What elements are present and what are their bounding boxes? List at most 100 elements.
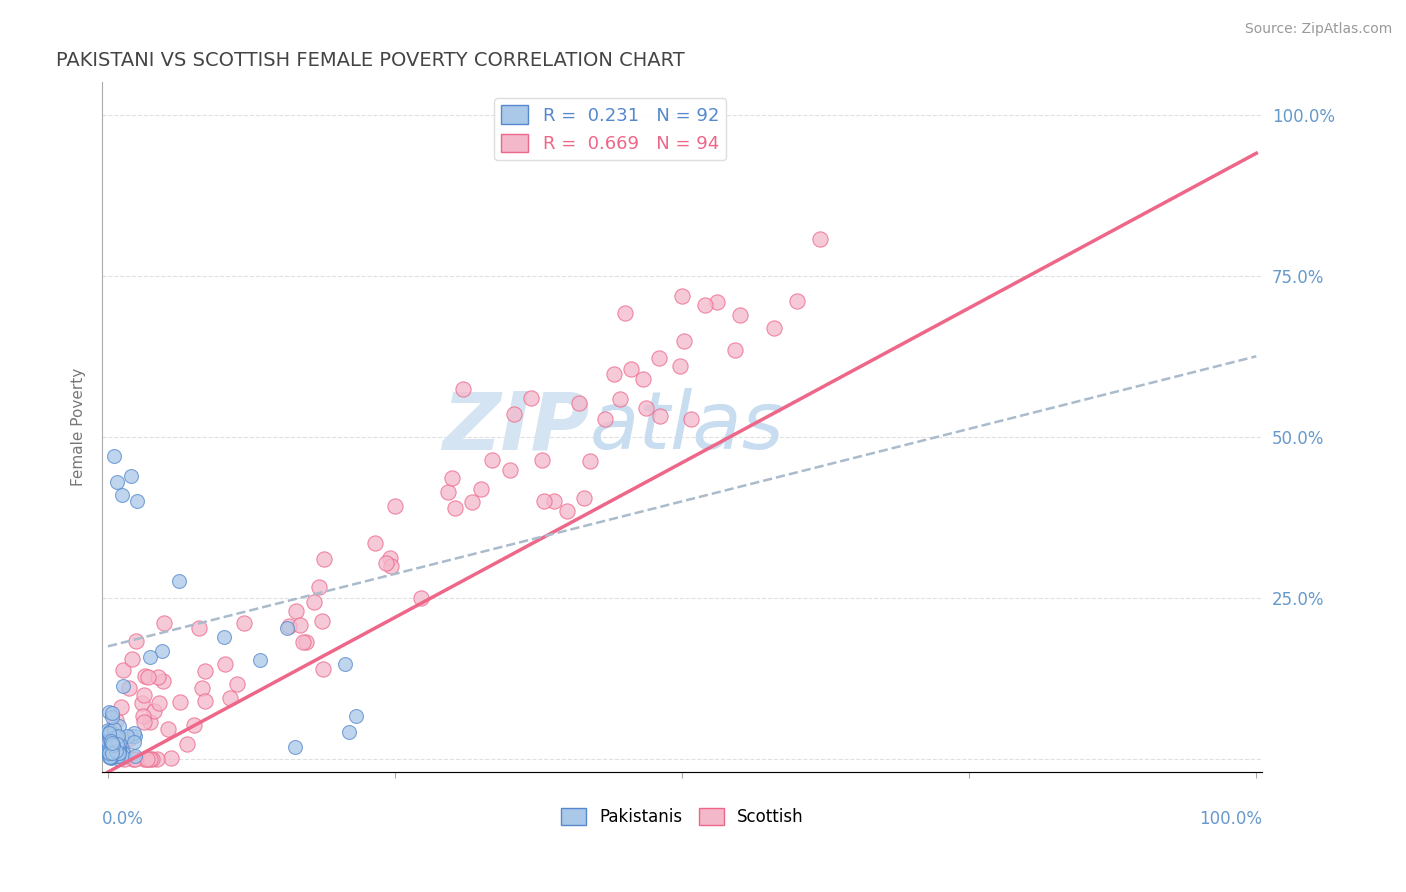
Point [633, 372, 655, 386]
Point [194, 694, 217, 708]
Point [436, 485, 458, 500]
Point [724, 343, 747, 357]
Point [502, 407, 524, 421]
Point [134, 752, 156, 766]
Point [681, 412, 703, 426]
Point [112, 752, 135, 766]
Point [100, 746, 122, 760]
Point [311, 614, 333, 628]
Point [136, 670, 159, 684]
Point [249, 653, 271, 667]
Point [97, 743, 120, 757]
Point [134, 714, 156, 729]
Point [121, 651, 143, 665]
Point [111, 664, 134, 678]
Point [124, 749, 146, 764]
Point [706, 295, 728, 310]
Point [97, 744, 120, 758]
Point [470, 482, 492, 496]
Point [98, 739, 121, 754]
Point [101, 731, 124, 745]
Point [150, 644, 173, 658]
Point [169, 694, 191, 708]
Text: 100.0%: 100.0% [1199, 810, 1263, 828]
Point [124, 729, 146, 743]
Point [136, 752, 159, 766]
Point [120, 729, 142, 743]
Point [98, 723, 121, 738]
Point [108, 747, 131, 761]
Point [153, 615, 176, 630]
Point [101, 739, 124, 753]
Point [728, 308, 751, 322]
Point [520, 391, 543, 405]
Point [461, 495, 484, 509]
Point [786, 293, 808, 308]
Point [188, 621, 211, 635]
Point [312, 662, 335, 676]
Point [98, 749, 121, 764]
Point [136, 752, 159, 766]
Point [124, 752, 146, 766]
Point [107, 729, 129, 743]
Point [146, 670, 169, 684]
Point [98, 706, 121, 720]
Point [441, 471, 464, 485]
Point [118, 681, 141, 696]
Point [124, 735, 146, 749]
Point [100, 749, 122, 764]
Point [138, 649, 160, 664]
Point [107, 742, 129, 756]
Point [443, 501, 465, 516]
Point [120, 468, 142, 483]
Point [98, 750, 121, 764]
Point [104, 740, 127, 755]
Point [108, 744, 131, 758]
Point [100, 747, 122, 761]
Point [110, 747, 132, 762]
Point [285, 604, 308, 618]
Point [107, 748, 129, 763]
Point [593, 411, 616, 425]
Point [98, 750, 121, 764]
Text: 0.0%: 0.0% [103, 810, 143, 828]
Point [284, 739, 307, 754]
Point [105, 744, 128, 758]
Point [613, 306, 636, 320]
Point [609, 392, 631, 407]
Text: ZIP: ZIP [441, 388, 589, 467]
Point [693, 298, 716, 312]
Point [124, 726, 146, 740]
Point [411, 591, 433, 606]
Point [112, 745, 135, 759]
Point [288, 618, 311, 632]
Point [108, 752, 131, 766]
Point [141, 752, 163, 766]
Text: atlas: atlas [589, 388, 785, 467]
Point [648, 351, 671, 366]
Point [167, 574, 190, 588]
Point [107, 745, 129, 759]
Point [98, 726, 121, 740]
Point [134, 689, 156, 703]
Point [105, 730, 128, 744]
Point [105, 737, 128, 751]
Point [100, 735, 122, 749]
Point [375, 556, 398, 570]
Point [312, 552, 335, 566]
Point [278, 619, 301, 633]
Point [100, 751, 122, 765]
Point [98, 746, 121, 760]
Point [108, 743, 131, 757]
Point [762, 320, 785, 334]
Point [668, 359, 690, 373]
Point [176, 737, 198, 751]
Point [104, 731, 127, 746]
Point [98, 746, 121, 760]
Text: PAKISTANI VS SCOTTISH FEMALE POVERTY CORRELATION CHART: PAKISTANI VS SCOTTISH FEMALE POVERTY COR… [56, 51, 685, 70]
Point [378, 551, 401, 566]
Point [111, 746, 134, 760]
Point [100, 731, 122, 746]
Point [384, 499, 406, 513]
Point [98, 733, 121, 747]
